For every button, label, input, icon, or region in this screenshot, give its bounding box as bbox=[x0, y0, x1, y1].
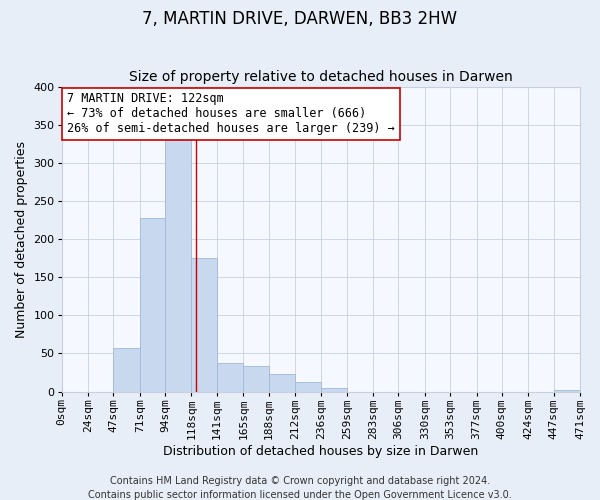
Bar bbox=[554, 390, 580, 392]
Bar bbox=[113, 348, 140, 392]
Y-axis label: Number of detached properties: Number of detached properties bbox=[15, 141, 28, 338]
Bar bbox=[269, 374, 295, 392]
Text: 7, MARTIN DRIVE, DARWEN, BB3 2HW: 7, MARTIN DRIVE, DARWEN, BB3 2HW bbox=[142, 10, 458, 28]
Bar bbox=[322, 388, 347, 392]
Bar bbox=[140, 218, 165, 392]
Text: Contains HM Land Registry data © Crown copyright and database right 2024.
Contai: Contains HM Land Registry data © Crown c… bbox=[88, 476, 512, 500]
Bar bbox=[243, 366, 269, 392]
X-axis label: Distribution of detached houses by size in Darwen: Distribution of detached houses by size … bbox=[163, 444, 478, 458]
Bar bbox=[165, 140, 191, 392]
Bar bbox=[217, 362, 243, 392]
Text: 7 MARTIN DRIVE: 122sqm
← 73% of detached houses are smaller (666)
26% of semi-de: 7 MARTIN DRIVE: 122sqm ← 73% of detached… bbox=[67, 92, 395, 136]
Bar bbox=[295, 382, 322, 392]
Title: Size of property relative to detached houses in Darwen: Size of property relative to detached ho… bbox=[129, 70, 512, 85]
Bar bbox=[191, 258, 217, 392]
